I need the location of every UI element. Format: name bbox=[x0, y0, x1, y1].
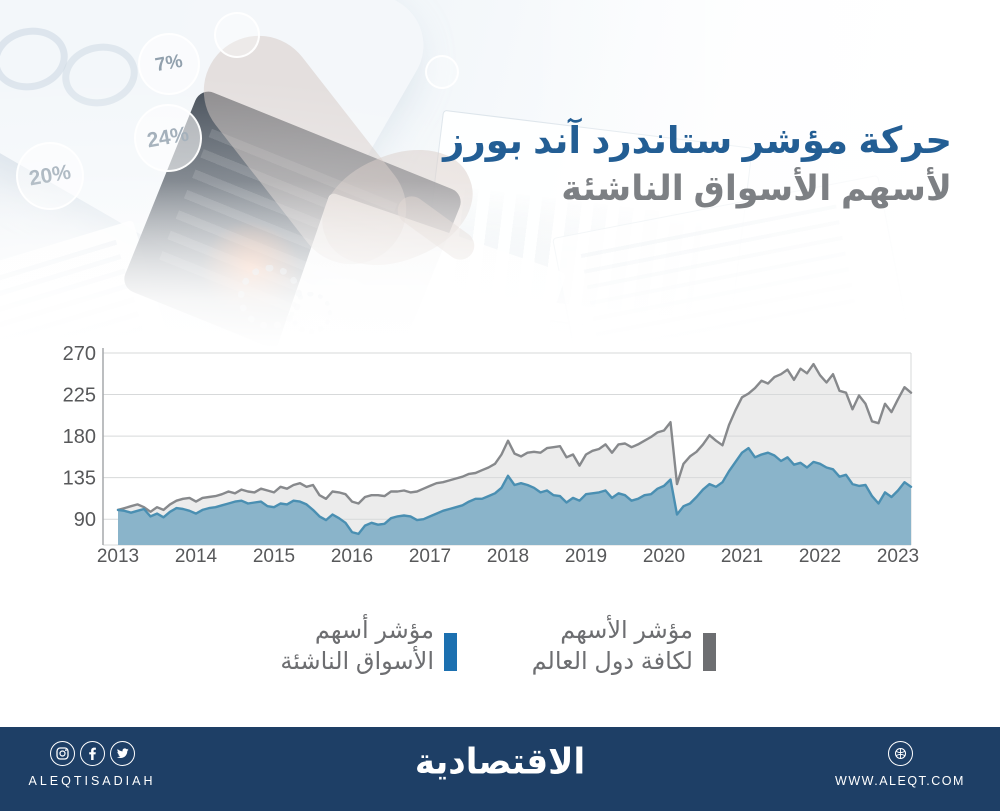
legend-label-line: مؤشر أسهم bbox=[314, 617, 434, 644]
legend-label-line: الأسواق الناشئة bbox=[280, 648, 434, 675]
svg-text:2022: 2022 bbox=[799, 546, 841, 567]
legend-item-world-index: مؤشر الأسهم لكافة دول العالم bbox=[532, 615, 716, 677]
instagram-icon bbox=[49, 741, 75, 766]
svg-text:2017: 2017 bbox=[409, 546, 451, 567]
photo-fade-overlay bbox=[0, 0, 1000, 348]
social-links-block: ALEQTISADIAH bbox=[29, 741, 153, 788]
svg-text:270: 270 bbox=[63, 343, 96, 365]
social-handle: ALEQTISADIAH bbox=[28, 774, 156, 788]
svg-text:2023: 2023 bbox=[877, 546, 919, 567]
footer-bar: ALEQTISADIAH الاقتصادية WWW.ALEQT.COM bbox=[0, 727, 1000, 811]
svg-text:2016: 2016 bbox=[331, 546, 373, 567]
svg-text:2018: 2018 bbox=[487, 546, 529, 567]
svg-text:2015: 2015 bbox=[253, 546, 295, 567]
svg-text:2014: 2014 bbox=[175, 546, 218, 567]
brand-logo: الاقتصادية bbox=[414, 742, 586, 782]
svg-text:2013: 2013 bbox=[97, 546, 139, 567]
legend-item-emerging-markets: مؤشر أسهم الأسواق الناشئة bbox=[280, 615, 457, 677]
svg-text:135: 135 bbox=[63, 468, 96, 490]
legend-label-emerging: مؤشر أسهم الأسواق الناشئة bbox=[280, 615, 434, 677]
title-line-2: لأسهم الأسواق الناشئة bbox=[561, 168, 952, 208]
svg-text:90: 90 bbox=[74, 509, 96, 531]
facebook-icon bbox=[79, 741, 105, 766]
social-icon-row bbox=[49, 741, 135, 766]
legend-label-line: مؤشر الأسهم bbox=[560, 617, 693, 644]
legend-marker-emerging bbox=[444, 633, 457, 671]
twitter-icon bbox=[109, 741, 135, 766]
header-photo-collage: 7% 24% 20% bbox=[0, 0, 1000, 348]
legend-label-world: مؤشر الأسهم لكافة دول العالم bbox=[532, 615, 693, 677]
svg-text:225: 225 bbox=[63, 385, 96, 407]
legend-label-line: لكافة دول العالم bbox=[531, 648, 693, 675]
website-url: WWW.ALEQT.COM bbox=[835, 774, 965, 788]
svg-text:2019: 2019 bbox=[565, 546, 607, 567]
svg-text:180: 180 bbox=[63, 426, 96, 448]
website-block: WWW.ALEQT.COM bbox=[830, 741, 970, 788]
poster-title: حركة مؤشر ستاندرد آند بورز لأسهم الأسواق… bbox=[443, 116, 952, 211]
svg-text:2020: 2020 bbox=[643, 546, 685, 567]
legend-marker-world bbox=[703, 633, 716, 671]
globe-icon bbox=[887, 741, 913, 766]
svg-text:2021: 2021 bbox=[721, 546, 763, 567]
title-line-1: حركة مؤشر ستاندرد آند بورز bbox=[443, 120, 952, 161]
